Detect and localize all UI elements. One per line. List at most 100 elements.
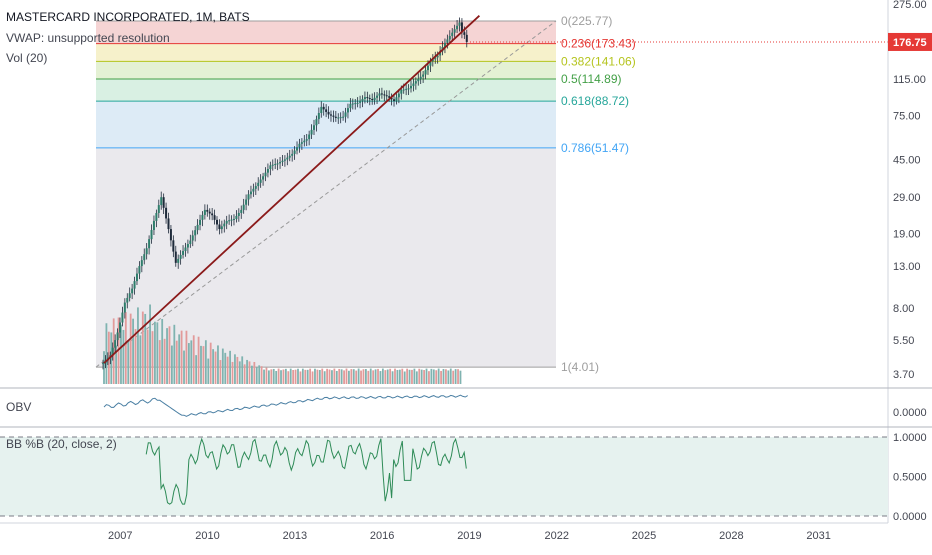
price-tick-label: 29.00 bbox=[893, 192, 921, 204]
candle-body bbox=[179, 254, 182, 259]
volume-bar bbox=[175, 340, 178, 384]
volume-bar bbox=[403, 371, 406, 384]
volume-bar bbox=[253, 361, 256, 384]
candle-body bbox=[271, 164, 274, 166]
candle-body bbox=[116, 332, 119, 341]
candle-body bbox=[128, 293, 131, 298]
volume-bar bbox=[323, 371, 326, 384]
bb-tick-label: 1.0000 bbox=[893, 432, 927, 444]
volume-bar bbox=[374, 369, 377, 384]
candle-body bbox=[140, 260, 143, 267]
volume-bar bbox=[270, 369, 273, 384]
candle-body bbox=[373, 97, 376, 100]
volume-bar bbox=[311, 371, 314, 384]
candle-body bbox=[286, 157, 289, 160]
candle-body bbox=[390, 97, 393, 100]
volume-bar bbox=[202, 346, 205, 384]
volume-bar bbox=[231, 361, 234, 384]
candle-body bbox=[203, 209, 206, 215]
candle-body bbox=[458, 22, 461, 26]
volume-bar bbox=[420, 369, 423, 384]
volume-bar bbox=[377, 368, 379, 384]
candle-body bbox=[259, 179, 262, 183]
volume-bar bbox=[144, 313, 147, 384]
volume-bar bbox=[209, 342, 212, 384]
volume-bar bbox=[447, 370, 450, 384]
candle-body bbox=[383, 94, 386, 96]
candle-body bbox=[456, 25, 459, 30]
volume-bar bbox=[151, 331, 154, 384]
volume-bar bbox=[331, 370, 333, 384]
candle-body bbox=[145, 248, 148, 255]
volume-bar bbox=[408, 369, 411, 384]
volume-bar bbox=[360, 370, 362, 384]
volume-bar bbox=[321, 368, 324, 384]
candle-body bbox=[371, 98, 374, 100]
candle-body bbox=[138, 266, 141, 274]
volume-bar bbox=[183, 350, 185, 384]
candle-body bbox=[293, 150, 296, 154]
volume-bar bbox=[197, 336, 200, 384]
candle-body bbox=[303, 140, 306, 143]
candle-body bbox=[148, 239, 151, 249]
bb-band bbox=[0, 437, 888, 516]
volume-bar bbox=[163, 338, 166, 384]
candle-body bbox=[310, 129, 313, 135]
candle-body bbox=[206, 209, 209, 212]
candle-body bbox=[288, 155, 291, 158]
volume-bar bbox=[263, 369, 265, 384]
candle-body bbox=[417, 78, 420, 82]
volume-bar bbox=[267, 370, 270, 384]
price-tick-label: 8.00 bbox=[893, 303, 914, 315]
candle-body bbox=[349, 103, 352, 109]
candle-body bbox=[443, 42, 446, 48]
volume-bar bbox=[415, 371, 418, 384]
volume-bar bbox=[221, 348, 224, 384]
time-tick-label: 2028 bbox=[719, 530, 743, 542]
candle-body bbox=[266, 169, 269, 173]
candle-body bbox=[155, 212, 158, 221]
volume-bar bbox=[287, 371, 290, 384]
volume-bar bbox=[318, 369, 321, 384]
volume-bar bbox=[280, 370, 282, 384]
volume-bar bbox=[255, 367, 258, 384]
candle-body bbox=[165, 207, 168, 219]
bb-line bbox=[145, 437, 467, 505]
volume-bar bbox=[372, 370, 375, 384]
candle-body bbox=[305, 139, 308, 141]
volume-bar bbox=[386, 369, 389, 384]
candle-body bbox=[400, 90, 403, 94]
volume-bar bbox=[178, 334, 181, 384]
candle-body bbox=[283, 159, 286, 161]
candle-body bbox=[182, 250, 185, 255]
volume-bar bbox=[389, 368, 392, 384]
fib-diagonal bbox=[95, 20, 557, 368]
volume-bar bbox=[411, 369, 413, 384]
candle-body bbox=[269, 165, 272, 170]
volume-bar bbox=[343, 370, 345, 384]
volume-bar bbox=[381, 368, 384, 384]
volume-bar bbox=[277, 368, 280, 384]
candle-body bbox=[385, 95, 388, 97]
volume-bar bbox=[398, 369, 401, 384]
volume-bar bbox=[219, 360, 222, 384]
volume-bar bbox=[289, 368, 292, 384]
volume-bar bbox=[146, 329, 149, 384]
candle-body bbox=[114, 340, 117, 348]
volume-bar bbox=[294, 369, 297, 384]
candle-body bbox=[177, 258, 180, 263]
volume-bar bbox=[340, 369, 343, 384]
candle-body bbox=[276, 163, 279, 165]
volume-bar bbox=[457, 369, 459, 384]
candle-body bbox=[448, 36, 451, 40]
candle-body bbox=[201, 214, 204, 220]
candle-body bbox=[196, 224, 199, 231]
volume-bar bbox=[226, 356, 229, 384]
volume-bar bbox=[350, 369, 353, 384]
volume-bar bbox=[248, 361, 251, 384]
candle-body bbox=[363, 97, 366, 100]
candle-body bbox=[254, 186, 257, 189]
fib-label-0.5: 0.5(114.89) bbox=[561, 72, 622, 86]
